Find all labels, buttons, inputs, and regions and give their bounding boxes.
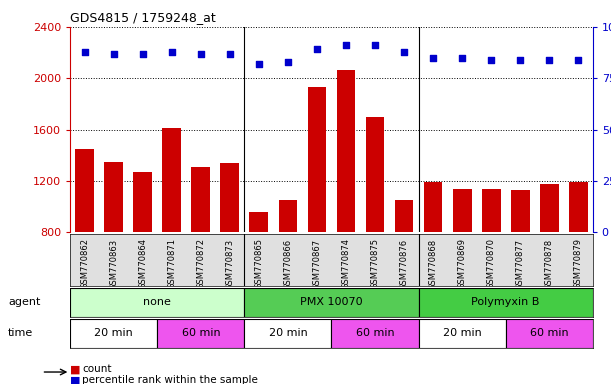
Bar: [163, 127, 181, 335]
Bar: [419, 288, 593, 317]
Text: GSM770875: GSM770875: [370, 238, 379, 290]
Text: GSM770873: GSM770873: [225, 238, 235, 290]
Bar: [395, 200, 414, 335]
Bar: [365, 117, 384, 335]
Text: GSM770866: GSM770866: [284, 238, 293, 290]
Bar: [104, 162, 123, 335]
Point: [167, 48, 177, 55]
Text: none: none: [144, 297, 171, 308]
Text: percentile rank within the sample: percentile rank within the sample: [82, 375, 258, 384]
Point: [283, 59, 293, 65]
Point: [428, 55, 438, 61]
Text: GSM770874: GSM770874: [342, 238, 351, 290]
Point: [109, 51, 119, 57]
Bar: [191, 167, 210, 335]
Bar: [70, 319, 158, 348]
Bar: [506, 319, 593, 348]
Text: time: time: [8, 328, 33, 338]
Bar: [133, 172, 152, 335]
Point: [341, 42, 351, 48]
Text: GSM770870: GSM770870: [486, 238, 496, 290]
Text: count: count: [82, 364, 112, 374]
Point: [138, 51, 148, 57]
Point: [312, 46, 322, 53]
Point: [225, 51, 235, 57]
Point: [370, 42, 380, 48]
Text: 60 min: 60 min: [530, 328, 568, 338]
Bar: [249, 212, 268, 335]
Point: [486, 57, 496, 63]
Text: GSM770864: GSM770864: [138, 238, 147, 290]
Bar: [331, 319, 419, 348]
Bar: [221, 163, 240, 335]
Bar: [419, 319, 506, 348]
Text: PMX 10070: PMX 10070: [300, 297, 363, 308]
Bar: [307, 87, 326, 335]
Text: GSM770876: GSM770876: [400, 238, 409, 290]
Text: GSM770871: GSM770871: [167, 238, 177, 290]
Text: agent: agent: [8, 297, 40, 307]
Text: ■: ■: [70, 375, 81, 384]
Text: GSM770879: GSM770879: [574, 238, 583, 290]
Bar: [423, 182, 442, 335]
Point: [573, 57, 583, 63]
Text: Polymyxin B: Polymyxin B: [472, 297, 540, 308]
Text: 20 min: 20 min: [269, 328, 307, 338]
Text: 20 min: 20 min: [443, 328, 481, 338]
Text: 20 min: 20 min: [95, 328, 133, 338]
Text: GSM770878: GSM770878: [544, 238, 554, 290]
Text: 60 min: 60 min: [181, 328, 220, 338]
Point: [196, 51, 206, 57]
Text: GSM770868: GSM770868: [428, 238, 437, 290]
Text: GSM770877: GSM770877: [516, 238, 525, 290]
Bar: [158, 319, 244, 348]
Point: [80, 48, 90, 55]
Bar: [70, 288, 244, 317]
Text: 60 min: 60 min: [356, 328, 394, 338]
Bar: [75, 149, 94, 335]
Bar: [453, 189, 472, 335]
Point: [399, 48, 409, 55]
Point: [457, 55, 467, 61]
Point: [254, 61, 264, 67]
Text: ■: ■: [70, 364, 81, 374]
Point: [544, 57, 554, 63]
Text: GSM770869: GSM770869: [458, 238, 467, 290]
Bar: [244, 319, 331, 348]
Bar: [540, 184, 558, 335]
Bar: [244, 288, 419, 317]
Text: GSM770862: GSM770862: [80, 238, 89, 290]
Text: GDS4815 / 1759248_at: GDS4815 / 1759248_at: [70, 11, 216, 24]
Point: [515, 57, 525, 63]
Text: GSM770867: GSM770867: [312, 238, 321, 290]
Bar: [569, 182, 588, 335]
Bar: [481, 189, 500, 335]
Text: GSM770865: GSM770865: [254, 238, 263, 290]
Text: GSM770872: GSM770872: [196, 238, 205, 290]
Bar: [337, 70, 356, 335]
Bar: [511, 190, 530, 335]
Text: GSM770863: GSM770863: [109, 238, 119, 290]
Bar: [279, 200, 298, 335]
